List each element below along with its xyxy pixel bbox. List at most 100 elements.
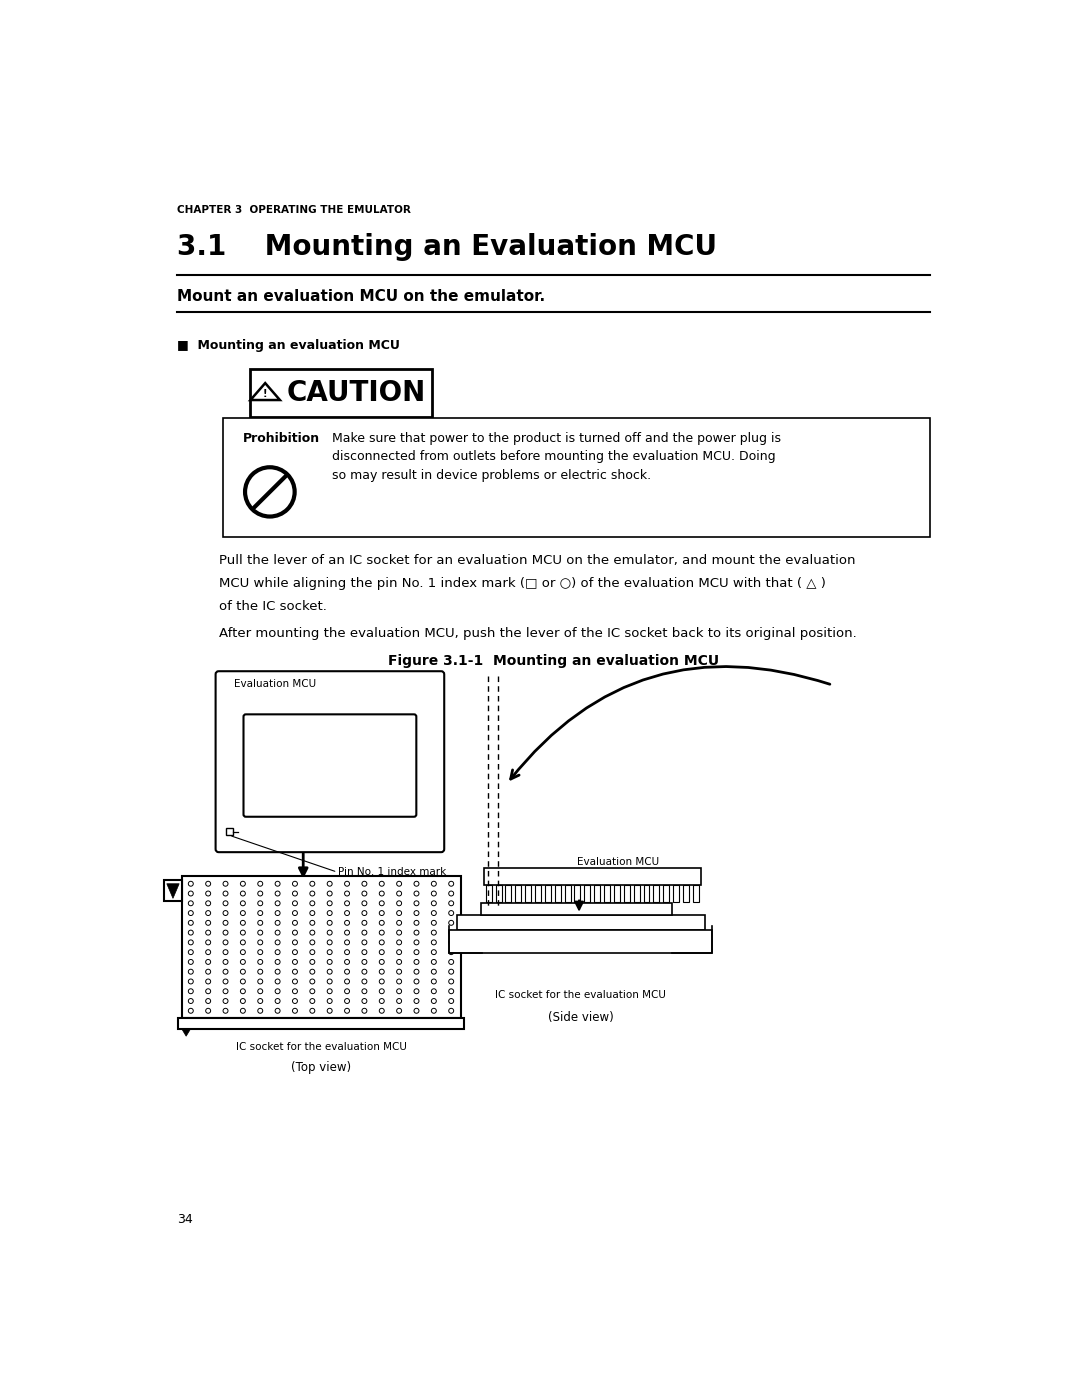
Circle shape (396, 1009, 402, 1013)
Circle shape (275, 940, 280, 944)
Text: (Side view): (Side view) (548, 1011, 613, 1024)
Circle shape (258, 1009, 262, 1013)
Circle shape (241, 911, 245, 915)
Circle shape (327, 960, 333, 964)
Bar (673, 886, 679, 902)
Circle shape (205, 940, 211, 944)
Circle shape (188, 882, 193, 886)
Circle shape (241, 989, 245, 993)
Circle shape (188, 950, 193, 954)
Bar (224, 418, 930, 538)
Circle shape (362, 891, 367, 895)
Circle shape (205, 970, 211, 974)
Circle shape (241, 960, 245, 964)
Circle shape (275, 930, 280, 935)
Circle shape (414, 940, 419, 944)
Circle shape (293, 989, 297, 993)
Circle shape (345, 891, 350, 895)
Circle shape (431, 950, 436, 954)
Circle shape (293, 940, 297, 944)
Circle shape (345, 989, 350, 993)
Circle shape (414, 930, 419, 935)
Circle shape (448, 930, 454, 935)
Circle shape (205, 989, 211, 993)
FancyArrowPatch shape (511, 666, 829, 780)
Circle shape (362, 930, 367, 935)
Circle shape (362, 901, 367, 905)
Circle shape (293, 891, 297, 895)
Circle shape (379, 930, 384, 935)
Circle shape (293, 979, 297, 983)
Circle shape (414, 979, 419, 983)
Bar (644, 886, 649, 902)
Circle shape (205, 930, 211, 935)
Circle shape (396, 970, 402, 974)
Circle shape (205, 950, 211, 954)
Circle shape (327, 989, 333, 993)
Circle shape (362, 882, 367, 886)
Circle shape (275, 989, 280, 993)
Circle shape (414, 970, 419, 974)
Circle shape (414, 891, 419, 895)
Bar (515, 886, 522, 902)
Circle shape (224, 921, 228, 925)
Circle shape (241, 999, 245, 1003)
Circle shape (224, 970, 228, 974)
Circle shape (396, 921, 402, 925)
Bar (486, 886, 491, 902)
Bar (482, 902, 672, 915)
Circle shape (431, 930, 436, 935)
Circle shape (448, 882, 454, 886)
Bar (457, 915, 704, 930)
Circle shape (275, 911, 280, 915)
Circle shape (414, 1009, 419, 1013)
Bar (545, 886, 551, 902)
Circle shape (258, 891, 262, 895)
Circle shape (275, 979, 280, 983)
Circle shape (362, 989, 367, 993)
Circle shape (345, 930, 350, 935)
Circle shape (327, 921, 333, 925)
Bar (484, 869, 701, 886)
Circle shape (345, 901, 350, 905)
Bar (555, 886, 561, 902)
Circle shape (293, 882, 297, 886)
Bar (249, 369, 432, 418)
Circle shape (275, 999, 280, 1003)
Circle shape (188, 911, 193, 915)
Text: !: ! (262, 390, 268, 400)
Circle shape (258, 940, 262, 944)
Text: IC socket for the evaluation MCU: IC socket for the evaluation MCU (235, 1042, 406, 1052)
Circle shape (275, 960, 280, 964)
Circle shape (275, 901, 280, 905)
Circle shape (345, 940, 350, 944)
Circle shape (258, 882, 262, 886)
Circle shape (224, 901, 228, 905)
Circle shape (205, 882, 211, 886)
Circle shape (396, 950, 402, 954)
Text: of the IC socket.: of the IC socket. (218, 601, 326, 613)
Circle shape (310, 930, 314, 935)
Circle shape (362, 940, 367, 944)
Circle shape (258, 901, 262, 905)
Circle shape (414, 950, 419, 954)
Circle shape (327, 882, 333, 886)
Circle shape (379, 921, 384, 925)
Circle shape (241, 970, 245, 974)
Circle shape (224, 979, 228, 983)
Circle shape (205, 979, 211, 983)
Text: CAUTION: CAUTION (287, 379, 427, 408)
Circle shape (448, 960, 454, 964)
Circle shape (245, 467, 295, 517)
Circle shape (362, 921, 367, 925)
Circle shape (188, 930, 193, 935)
Circle shape (431, 999, 436, 1003)
Text: IC socket for the evaluation MCU: IC socket for the evaluation MCU (496, 990, 666, 1000)
Bar (164, 880, 181, 901)
Circle shape (293, 1009, 297, 1013)
Circle shape (258, 970, 262, 974)
Circle shape (188, 940, 193, 944)
Circle shape (414, 921, 419, 925)
Bar (226, 828, 232, 835)
Bar (594, 886, 600, 902)
